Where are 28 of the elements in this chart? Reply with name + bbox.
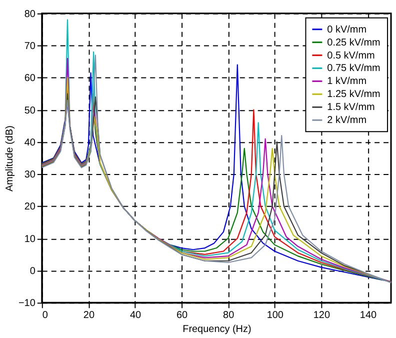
y-tick-label: 20 [24, 202, 36, 213]
y-tick-label: 0 [30, 266, 36, 278]
legend-label: 0.5 kV/mm [327, 50, 375, 62]
y-tick-label: 10 [24, 234, 36, 245]
legend-label: 0 kV/mm [327, 24, 366, 36]
x-axis-title: Frequency (Hz) [182, 324, 252, 336]
y-tick-label: 30 [24, 170, 36, 181]
x-tick-label: 20 [83, 310, 95, 322]
x-tick-label: 40 [130, 310, 142, 322]
y-tick-label: −10 [18, 298, 36, 310]
y-tick-label: 40 [24, 137, 36, 148]
y-tick-label: 70 [24, 41, 36, 52]
x-tick-label: 100 [266, 310, 284, 322]
legend-label: 1 kV/mm [327, 76, 366, 88]
x-tick-label: 120 [313, 310, 330, 322]
y-axis-title: Amplitude (dB) [4, 126, 16, 192]
legend-label: 2 kV/mm [327, 115, 366, 126]
legend-label: 0.25 kV/mm [327, 37, 380, 48]
legend-label: 1.5 kV/mm [327, 102, 375, 114]
x-tick-label: 140 [360, 310, 378, 322]
x-tick-label: 0 [42, 310, 48, 322]
x-tick-label: 60 [176, 310, 188, 322]
y-tick-label: 50 [24, 105, 36, 116]
x-tick-label: 80 [223, 310, 235, 322]
y-tick-label: 60 [24, 73, 36, 84]
y-tick-label: 80 [24, 8, 36, 20]
legend-label: 1.25 kV/mm [327, 89, 380, 100]
legend-label: 0.75 kV/mm [327, 63, 380, 74]
